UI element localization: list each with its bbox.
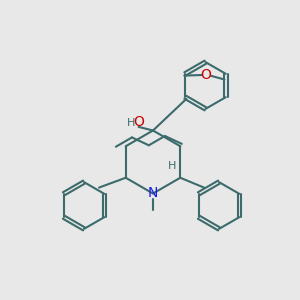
Text: H: H: [127, 118, 135, 128]
Text: H: H: [168, 161, 176, 171]
Text: O: O: [200, 68, 211, 82]
Text: N: N: [148, 186, 158, 200]
Text: O: O: [133, 115, 144, 129]
